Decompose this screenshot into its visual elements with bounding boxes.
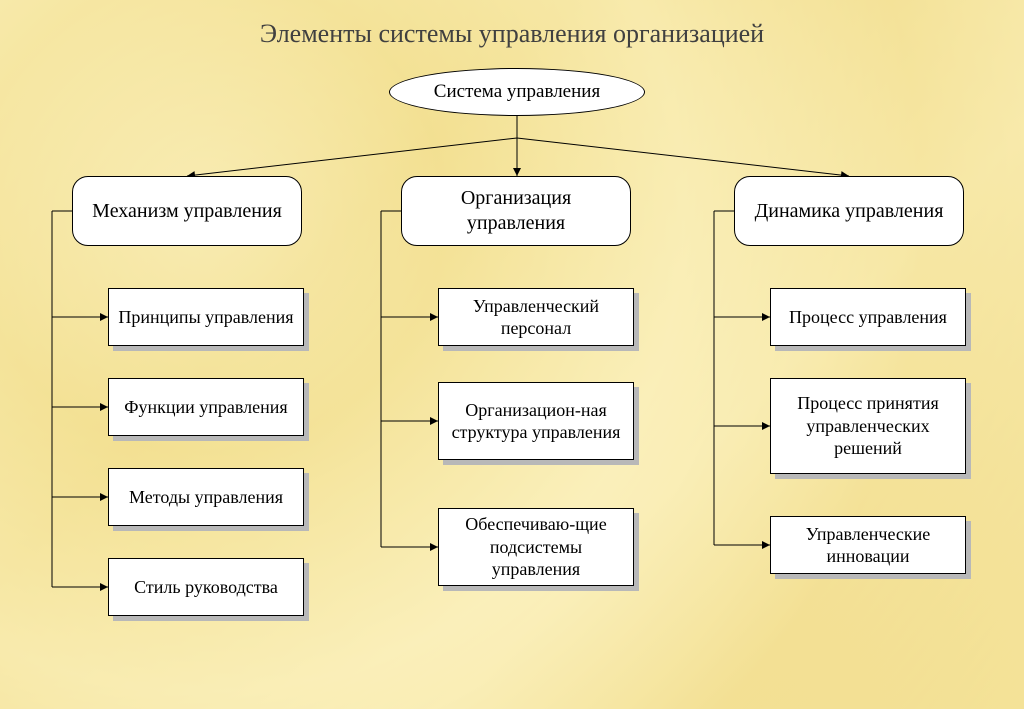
node-b1-label: Механизм управления <box>92 199 282 224</box>
node-c3c: Управленческие инновации <box>770 516 966 574</box>
node-c2b: Организацион-ная структура управления <box>438 382 634 460</box>
node-c3b-label: Процесс принятия управленческих решений <box>779 392 957 460</box>
node-c3a: Процесс управления <box>770 288 966 346</box>
node-c3b: Процесс принятия управленческих решений <box>770 378 966 474</box>
diagram-canvas: Элементы системы управления организацией… <box>0 0 1024 709</box>
node-root: Система управления <box>389 68 645 116</box>
node-c2a: Управленческий персонал <box>438 288 634 346</box>
node-c1d-label: Стиль руководства <box>134 576 278 599</box>
node-c1a-label: Принципы управления <box>118 306 293 329</box>
node-c2a-label: Управленческий персонал <box>447 295 625 340</box>
node-c2c-label: Обеспечиваю-щие подсистемы управления <box>447 513 625 581</box>
node-root-label: Система управления <box>434 80 600 104</box>
node-c2b-label: Организацион-ная структура управления <box>447 399 625 444</box>
node-b2: Организация управления <box>401 176 631 246</box>
node-c1c-label: Методы управления <box>129 486 283 509</box>
node-b3: Динамика управления <box>734 176 964 246</box>
node-c1b-label: Функции управления <box>124 396 287 419</box>
node-b3-label: Динамика управления <box>755 199 944 224</box>
node-c1d: Стиль руководства <box>108 558 304 616</box>
node-b1: Механизм управления <box>72 176 302 246</box>
page-title: Элементы системы управления организацией <box>0 14 1024 56</box>
node-c3a-label: Процесс управления <box>789 306 947 329</box>
node-c1a: Принципы управления <box>108 288 304 346</box>
node-c1b: Функции управления <box>108 378 304 436</box>
node-c1c: Методы управления <box>108 468 304 526</box>
node-b2-label: Организация управления <box>410 186 622 236</box>
node-c3c-label: Управленческие инновации <box>779 523 957 568</box>
node-c2c: Обеспечиваю-щие подсистемы управления <box>438 508 634 586</box>
